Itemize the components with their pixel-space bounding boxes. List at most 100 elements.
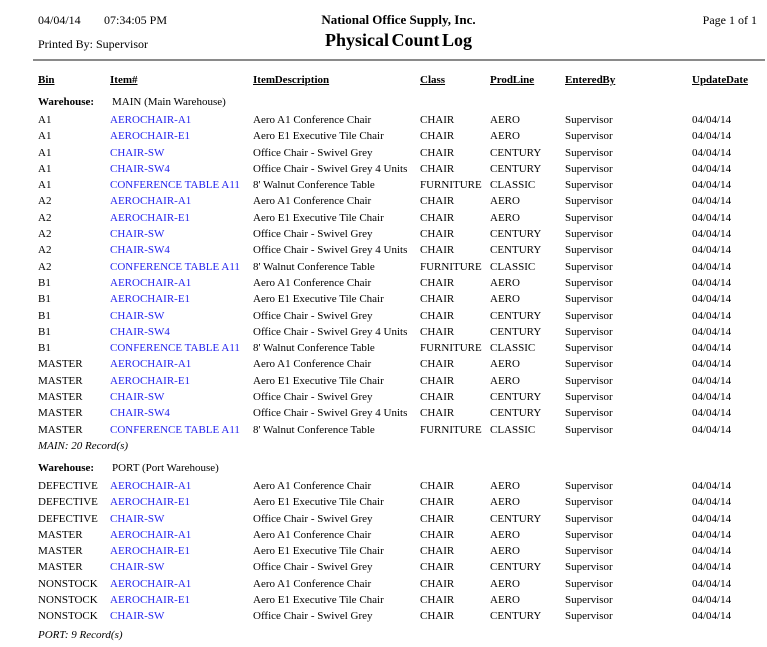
item-number-link[interactable]: CHAIR-SW <box>110 512 165 525</box>
item-description-cell: Aero A1 Conference Chair <box>253 276 372 289</box>
item-number-link[interactable]: CHAIR-SW4 <box>110 244 170 257</box>
bin-cell: DEFECTIVE <box>38 479 98 492</box>
item-number-link[interactable]: AEROCHAIR-E1 <box>110 594 191 607</box>
item-number-link[interactable]: AEROCHAIR-A1 <box>110 358 192 371</box>
class-cell: CHAIR <box>420 545 455 558</box>
class-cell: CHAIR <box>420 528 455 541</box>
item-description-cell: Office Chair - Swivel Grey <box>253 228 373 241</box>
class-cell: CHAIR <box>420 309 455 322</box>
table-row: MASTER AEROCHAIR-E1 Aero E1 Executive Tile… <box>0 543 767 559</box>
item-number-link[interactable]: CHAIR-SW <box>110 309 165 322</box>
item-number-link[interactable]: CHAIR-SW4 <box>110 325 170 338</box>
warehouse-value: MAIN (Main Warehouse) <box>112 96 226 108</box>
item-number-link[interactable]: CHAIR-SW <box>110 228 165 241</box>
warehouse-header-row: Warehouse: MAIN (Main Warehouse) <box>0 95 767 112</box>
item-number-link[interactable]: CONFERENCE TABLE A11 <box>110 260 240 273</box>
item-number-link[interactable]: CONFERENCE TABLE A11 <box>110 179 240 192</box>
bin-cell: A1 <box>38 179 52 192</box>
item-number-link[interactable]: CHAIR-SW <box>110 391 165 404</box>
update-date-cell: 04/04/14 <box>692 211 732 224</box>
group-record-count: MAIN: 20 Record(s) <box>38 439 129 452</box>
item-number-link[interactable]: CHAIR-SW <box>110 561 165 574</box>
bin-cell: A1 <box>38 162 52 175</box>
bin-cell: NONSTOCK <box>38 610 98 623</box>
class-cell: CHAIR <box>420 358 455 371</box>
entered-by-cell: Supervisor <box>565 162 613 175</box>
item-number-link[interactable]: CHAIR-SW <box>110 146 165 159</box>
item-number-link[interactable]: CONFERENCE TABLE A11 <box>110 342 240 355</box>
item-number-link[interactable]: CHAIR-SW4 <box>110 162 170 175</box>
item-number-link[interactable]: AEROCHAIR-A1 <box>110 195 192 208</box>
class-cell: CHAIR <box>420 561 455 574</box>
count-log-table: Bin Item# Item Description Class Prod Li… <box>0 74 767 647</box>
bin-cell: A1 <box>38 130 52 143</box>
item-number-link[interactable]: AEROCHAIR-A1 <box>110 577 192 590</box>
item-description-cell: Office Chair - Swivel Grey <box>253 610 373 623</box>
bin-cell: A2 <box>38 260 52 273</box>
item-description-cell: 8' Walnut Conference Table <box>253 423 375 436</box>
entered-by-cell: Supervisor <box>565 407 613 420</box>
item-description-cell: Aero A1 Conference Chair <box>253 528 372 541</box>
update-date-cell: 04/04/14 <box>692 325 732 338</box>
item-number-link[interactable]: AEROCHAIR-E1 <box>110 293 191 306</box>
prodline-cell: CLASSIC <box>490 342 536 355</box>
column-header-item: Item# <box>110 74 138 86</box>
warehouse-label: Warehouse: <box>38 461 95 474</box>
update-date-cell: 04/04/14 <box>692 423 732 436</box>
item-number-link[interactable]: AEROCHAIR-E1 <box>110 374 191 387</box>
item-number-link[interactable]: AEROCHAIR-A1 <box>110 479 192 492</box>
item-number-link[interactable]: AEROCHAIR-E1 <box>110 545 191 558</box>
item-number-link[interactable]: CONFERENCE TABLE A11 <box>110 423 240 436</box>
item-description-cell: Office Chair - Swivel Grey <box>253 512 373 525</box>
entered-by-cell: Supervisor <box>565 309 613 322</box>
item-description-cell: Office Chair - Swivel Grey <box>253 391 373 404</box>
entered-by-cell: Supervisor <box>565 179 613 192</box>
item-description-cell: Aero E1 Executive Tile Chair <box>253 594 384 607</box>
entered-by-cell: Supervisor <box>565 374 613 387</box>
table-row: A2 CHAIR-SW4 Office Chair - Swivel Grey 4 … <box>0 242 767 258</box>
class-cell: CHAIR <box>420 512 455 525</box>
item-number-link[interactable]: AEROCHAIR-E1 <box>110 211 191 224</box>
print-time: 07:34:05 PM <box>104 13 168 27</box>
item-description-cell: Office Chair - Swivel Grey 4 Units <box>253 244 408 257</box>
column-header-entered-by: Entered By <box>565 74 616 86</box>
class-cell: CHAIR <box>420 195 455 208</box>
item-number-link[interactable]: AEROCHAIR-A1 <box>110 114 192 126</box>
class-cell: CHAIR <box>420 407 455 420</box>
table-row: NONSTOCK AEROCHAIR-E1 Aero E1 Executive Ti… <box>0 592 767 608</box>
update-date-cell: 04/04/14 <box>692 195 732 208</box>
class-cell: FURNITURE <box>420 260 482 273</box>
bin-cell: A2 <box>38 244 52 257</box>
prodline-cell: AERO <box>490 358 520 371</box>
item-number-link[interactable]: CHAIR-SW4 <box>110 407 170 420</box>
item-description-cell: Office Chair - Swivel Grey 4 Units <box>253 325 408 338</box>
item-description-cell: Office Chair - Swivel Grey <box>253 146 373 159</box>
item-number-link[interactable]: AEROCHAIR-E1 <box>110 130 191 143</box>
class-cell: CHAIR <box>420 162 455 175</box>
prodline-cell: AERO <box>490 195 520 208</box>
item-description-cell: Aero E1 Executive Tile Chair <box>253 211 384 224</box>
update-date-cell: 04/04/14 <box>692 228 732 241</box>
entered-by-cell: Supervisor <box>565 114 613 126</box>
update-date-cell: 04/04/14 <box>692 496 732 509</box>
prodline-cell: CLASSIC <box>490 423 536 436</box>
item-number-link[interactable]: CHAIR-SW <box>110 610 165 623</box>
update-date-cell: 04/04/14 <box>692 114 732 126</box>
table-row: MASTER AEROCHAIR-A1 Aero A1 Conference Cha… <box>0 356 767 372</box>
update-date-cell: 04/04/14 <box>692 146 732 159</box>
item-number-link[interactable]: AEROCHAIR-A1 <box>110 276 192 289</box>
bin-cell: B1 <box>38 276 51 289</box>
entered-by-cell: Supervisor <box>565 577 613 590</box>
item-number-link[interactable]: AEROCHAIR-E1 <box>110 496 191 509</box>
class-cell: CHAIR <box>420 244 455 257</box>
item-number-link[interactable]: AEROCHAIR-A1 <box>110 528 192 541</box>
prodline-cell: CENTURY <box>490 512 542 525</box>
column-header-description: Item Description <box>253 74 330 86</box>
table-row: A1 CHAIR-SW4 Office Chair - Swivel Grey 4 … <box>0 161 767 177</box>
prodline-cell: AERO <box>490 276 520 289</box>
prodline-cell: AERO <box>490 545 520 558</box>
update-date-cell: 04/04/14 <box>692 293 732 306</box>
warehouse-header-row: Warehouse: PORT (Port Warehouse) <box>0 461 767 478</box>
table-row: A1 CONFERENCE TABLE A11 8' Walnut Conferen… <box>0 177 767 193</box>
entered-by-cell: Supervisor <box>565 496 613 509</box>
